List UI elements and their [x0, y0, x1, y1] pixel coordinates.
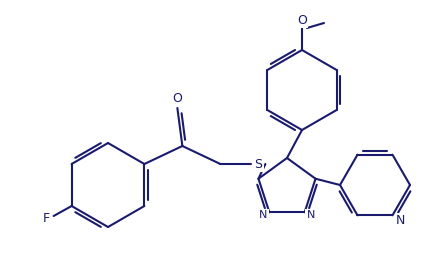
Text: N: N — [259, 210, 267, 220]
Text: N: N — [395, 214, 404, 227]
Text: N: N — [306, 210, 314, 220]
Text: O: O — [296, 14, 306, 27]
Text: S: S — [254, 157, 262, 170]
Text: F: F — [43, 212, 50, 225]
Text: O: O — [172, 92, 182, 105]
